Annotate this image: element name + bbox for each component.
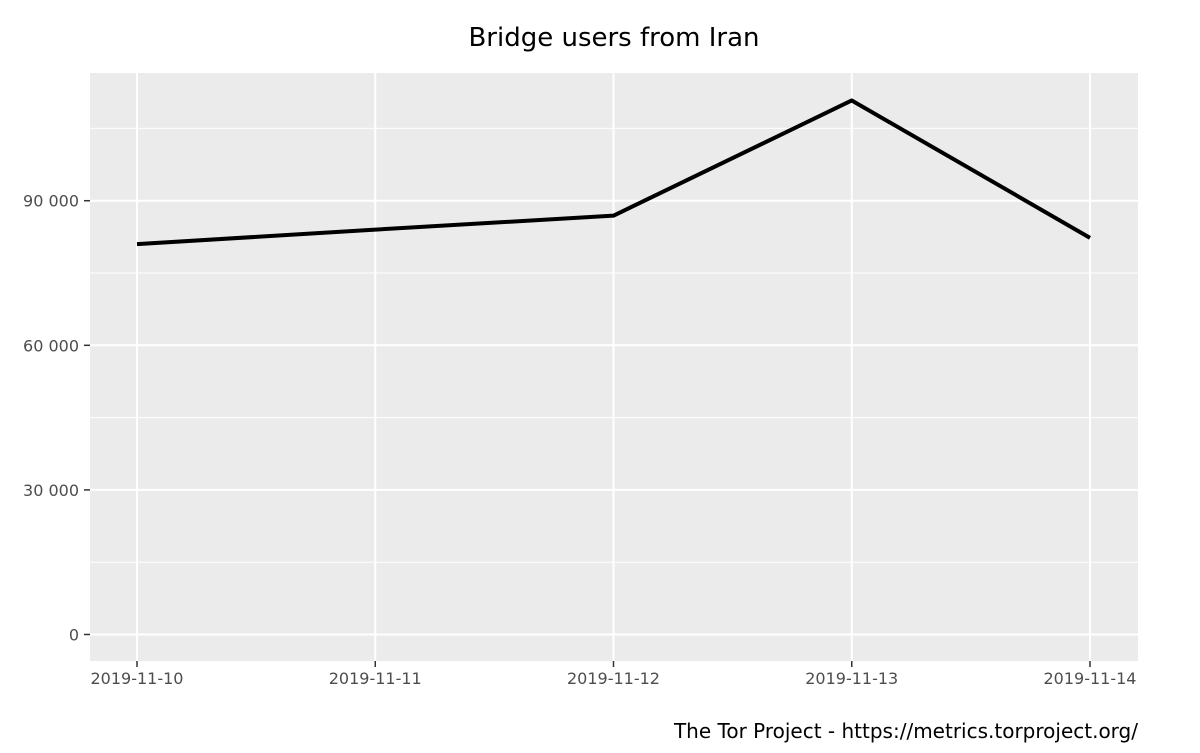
x-tick-label: 2019-11-12 xyxy=(567,669,660,688)
y-tick-label: 90 000 xyxy=(23,192,79,211)
series-layer xyxy=(136,98,1091,247)
x-tick-label: 2019-11-11 xyxy=(329,669,422,688)
series-line-0 xyxy=(136,98,1091,247)
x-tick-label: 2019-11-10 xyxy=(91,669,184,688)
y-tick-label: 30 000 xyxy=(23,481,79,500)
chart-title: Bridge users from Iran xyxy=(468,23,759,53)
grid-lines xyxy=(90,73,1138,661)
x-tick-label: 2019-11-13 xyxy=(805,669,898,688)
chart-caption: The Tor Project - https://metrics.torpro… xyxy=(673,719,1138,743)
y-tick-label: 0 xyxy=(69,625,79,644)
x-tick-label: 2019-11-14 xyxy=(1044,669,1137,688)
y-axis: 0 30 000 60 000 90 000 xyxy=(23,192,90,644)
x-axis: 2019-11-10 2019-11-11 2019-11-12 2019-11-13… xyxy=(91,661,1137,688)
y-tick-label: 60 000 xyxy=(23,336,79,355)
